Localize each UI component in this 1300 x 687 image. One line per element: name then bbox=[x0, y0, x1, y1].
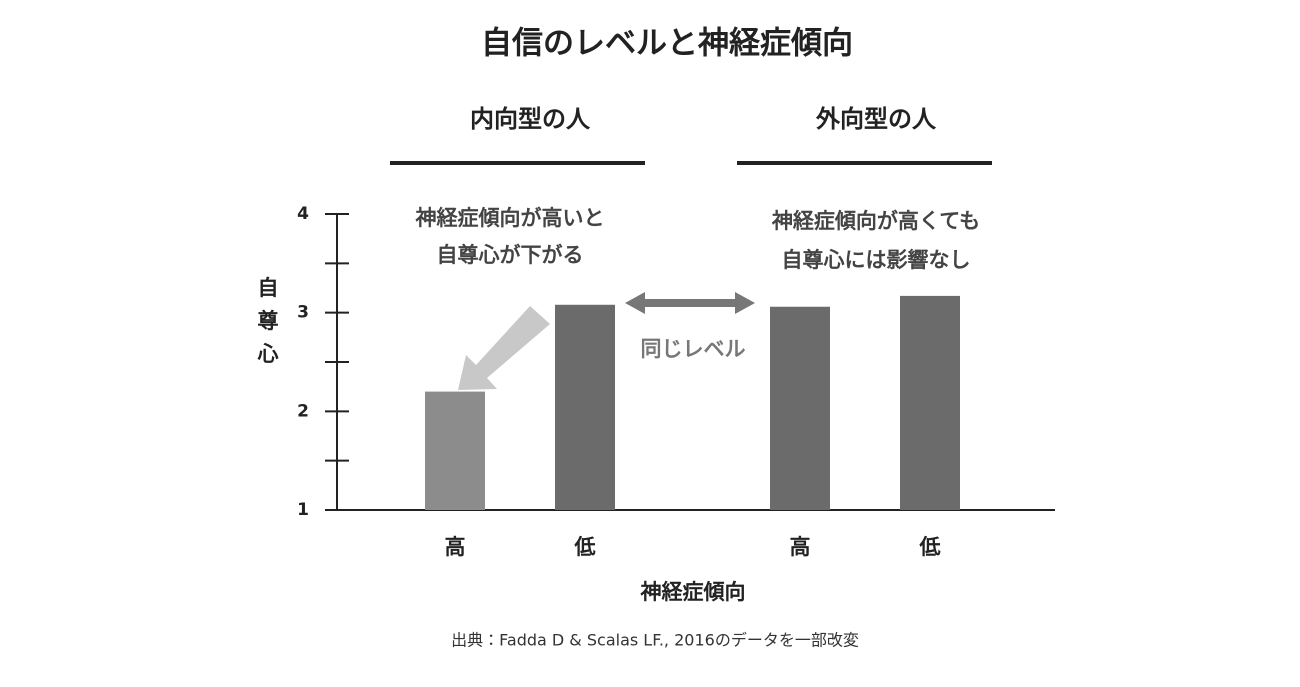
x-tick-label: 高 bbox=[790, 535, 811, 559]
annotation: 神経症傾向が高いと bbox=[415, 206, 605, 230]
y-tick-label: 1 bbox=[297, 500, 309, 520]
y-label-char: 心 bbox=[257, 342, 279, 366]
group-label: 外向型の人 bbox=[815, 105, 937, 133]
bar bbox=[900, 295, 960, 510]
x-axis-label: 神経症傾向 bbox=[640, 580, 746, 604]
annotation: 神経症傾向が高くても bbox=[771, 209, 980, 233]
annotation: 自尊心には影響なし bbox=[782, 248, 971, 272]
source: 出典：Fadda D & Scalas LF., 2016のデータを一部改変 bbox=[451, 631, 859, 650]
x-tick-label: 高 bbox=[445, 535, 466, 559]
y-label-char: 尊 bbox=[258, 309, 279, 333]
bar bbox=[425, 391, 485, 510]
double-arrow bbox=[625, 292, 755, 314]
y-label-char: 自 bbox=[258, 276, 279, 300]
group-label: 内向型の人 bbox=[470, 105, 591, 133]
y-tick-label: 4 bbox=[297, 204, 309, 224]
arrow bbox=[458, 306, 550, 390]
y-axis-label: 自尊心 bbox=[257, 276, 279, 366]
bar bbox=[555, 304, 615, 510]
chart-title: 自信のレベルと神経症傾向 bbox=[481, 26, 853, 62]
y-tick-label: 2 bbox=[297, 401, 309, 421]
annotation: 自尊心が下がる bbox=[437, 243, 584, 267]
annotation: 同じレベル bbox=[641, 337, 746, 361]
x-tick-label: 低 bbox=[919, 535, 941, 559]
y-tick-label: 3 bbox=[297, 303, 309, 323]
x-tick-label: 低 bbox=[574, 535, 596, 559]
bar bbox=[770, 306, 830, 510]
